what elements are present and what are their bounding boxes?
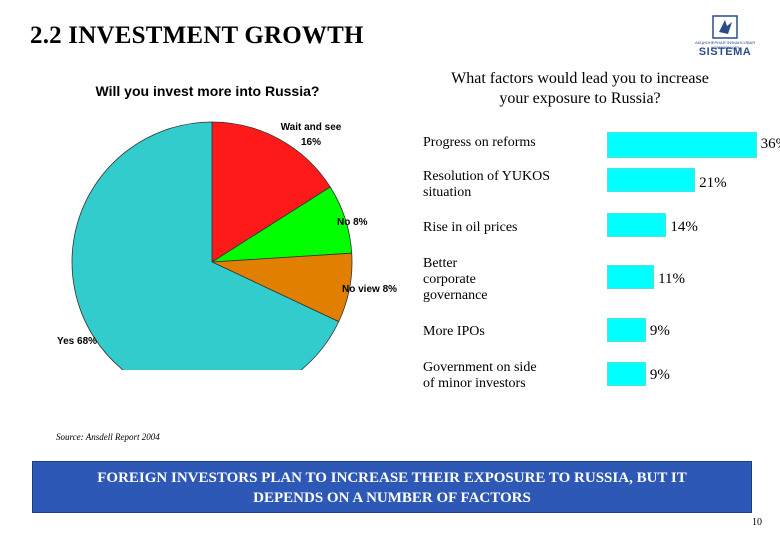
banner-line1: FOREIGN INVESTORS PLAN TO INCREASE THEIR… [97, 470, 687, 486]
sistema-logo: АКЦИОНЕРНАЯ ФИНАНСОВАЯ КОРПОРАЦИЯ SISTEM… [688, 14, 762, 66]
factor-label: Rise in oil prices [423, 220, 518, 235]
factor-label-line: governance [423, 288, 488, 303]
factor-label: Progress on reforms [423, 135, 536, 150]
bar-chart-title-line2: your exposure to Russia? [499, 90, 661, 107]
bar-chart-title: What factors would lead you to increase … [415, 69, 745, 109]
factor-label-line: Government on side [423, 360, 537, 375]
bar [607, 265, 655, 289]
bar-chart-title-line1: What factors would lead you to increase [451, 70, 709, 87]
pie-slice-wait-and-see [211, 121, 331, 263]
logo-subtext: АКЦИОНЕРНАЯ ФИНАНСОВАЯ КОРПОРАЦИЯ [694, 40, 756, 50]
factor-label-line: of minor investors [423, 376, 526, 391]
factor-label: More IPOs [423, 324, 485, 339]
pie-chart-title: Will you invest more into Russia? [95, 83, 320, 99]
factor-label-line: corporate [423, 272, 476, 287]
bar [607, 318, 646, 342]
pie-slice-yes [71, 121, 340, 370]
pie-label-no-view: No view 8% [342, 284, 397, 295]
logo-text: SISTEMA [698, 46, 752, 58]
bar-value-label: 11% [658, 271, 686, 287]
factor-label: Government on side of minor investors [423, 360, 537, 392]
factor-label-line: Resolution of YUKOS [423, 169, 551, 184]
pie-label-yes: Yes 68% [57, 336, 97, 347]
bar [607, 362, 646, 386]
source-note: Source: Ansdell Report 2004 [56, 432, 160, 442]
bar-value-label: 9% [649, 367, 670, 383]
factor-label-line: situation [423, 185, 472, 200]
pie-label-wait-and-see: Wait and see [281, 122, 342, 133]
pie-label-no: No 8% [337, 217, 368, 228]
bar-value-label: 9% [649, 323, 670, 339]
bar [607, 168, 696, 192]
banner-line2: DEPENDS ON A NUMBER OF FACTORS [253, 490, 531, 506]
conclusion-banner: FOREIGN INVESTORS PLAN TO INCREASE THEIR… [32, 461, 752, 513]
bar-value-label: 36% [760, 136, 780, 152]
page-number: 10 [752, 517, 762, 528]
pie-chart: Wait and see 16% No 8% No view 8% Yes 68… [57, 121, 397, 370]
pie-label-wait-and-see-pct: 16% [301, 137, 321, 148]
bar-value-label: 21% [699, 175, 727, 191]
logo-mark-icon [712, 15, 738, 39]
pie-slices [71, 121, 353, 370]
factor-label: Resolution of YUKOS situation [423, 169, 550, 201]
page-title: 2.2 INVESTMENT GROWTH [30, 22, 364, 49]
factor-label: Better corporate governance [423, 256, 488, 304]
bar [607, 213, 667, 237]
factor-label-line: Better [423, 256, 458, 271]
bar-value-label: 14% [670, 219, 698, 235]
bar [607, 132, 757, 158]
